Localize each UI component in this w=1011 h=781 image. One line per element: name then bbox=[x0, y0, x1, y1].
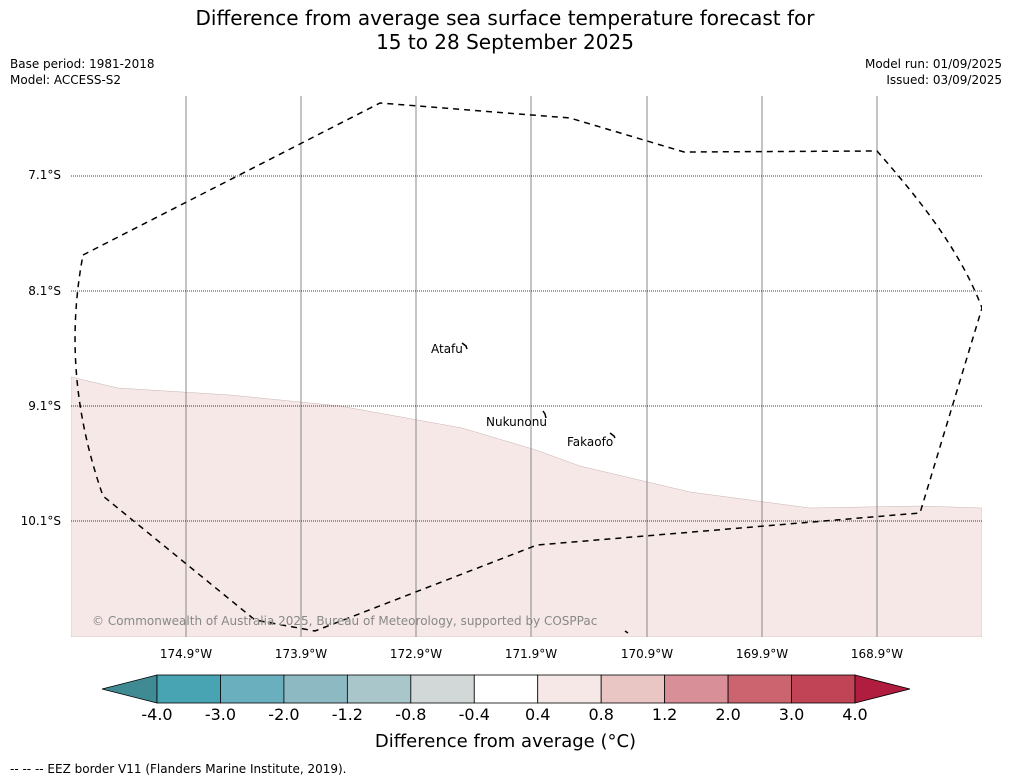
island-swains bbox=[624, 630, 629, 634]
colorbar-segment bbox=[791, 674, 856, 704]
colorbar-segment bbox=[537, 674, 602, 704]
colorbar-tick-label: 2.0 bbox=[715, 705, 741, 724]
place-label-nukunonu: Nukunonu bbox=[486, 415, 547, 429]
colorbar-tick-label: 0.8 bbox=[588, 705, 614, 724]
base-period: Base period: 1981-2018 bbox=[10, 57, 155, 71]
colorbar-segment bbox=[473, 674, 539, 704]
place-label-fakaofo: Fakaofo bbox=[567, 435, 614, 449]
lat-label-10-1: 10.1°S bbox=[20, 514, 61, 528]
colorbar-tick-label: 4.0 bbox=[842, 705, 868, 724]
colorbar-segment bbox=[220, 674, 285, 704]
colorbar bbox=[101, 674, 911, 704]
colorbar-tick-label: -2.0 bbox=[268, 705, 300, 724]
colorbar-tick-label: -4.0 bbox=[141, 705, 173, 724]
meta-right: Model run: 01/09/2025 Issued: 03/09/2025 bbox=[865, 56, 1002, 88]
lon-label-172-9: 172.9°W bbox=[389, 647, 443, 661]
colorbar-tick-label: -0.4 bbox=[458, 705, 490, 724]
colorbar-extend-low bbox=[101, 674, 158, 704]
anomaly-region-south bbox=[71, 376, 982, 637]
colorbar-title: Difference from average (°C) bbox=[374, 731, 637, 752]
title-line-1: Difference from average sea surface temp… bbox=[195, 6, 815, 30]
lat-label-9-1: 9.1°S bbox=[28, 399, 61, 413]
lon-label-169-9: 169.9°W bbox=[735, 647, 789, 661]
colorbar-tick-label: -0.8 bbox=[395, 705, 427, 724]
map-title: Difference from average sea surface temp… bbox=[0, 6, 1011, 54]
colorbar-segment bbox=[600, 674, 666, 704]
issued-date: Issued: 03/09/2025 bbox=[886, 73, 1002, 87]
island-nukunonu bbox=[542, 410, 547, 419]
colorbar-segment bbox=[283, 674, 348, 704]
colorbar-segment bbox=[346, 674, 412, 704]
island-fakaofo bbox=[609, 432, 616, 439]
colorbar-tick-label: -1.2 bbox=[331, 705, 363, 724]
colorbar-segment bbox=[727, 674, 792, 704]
model-run: Model run: 01/09/2025 bbox=[864, 57, 1002, 71]
place-label-atafu: Atafu bbox=[431, 342, 463, 356]
colorbar-extend-high bbox=[854, 674, 911, 704]
lon-label-171-9: 171.9°W bbox=[504, 647, 558, 661]
lon-label-174-9: 174.9°W bbox=[159, 647, 213, 661]
colorbar-tick-label: 1.2 bbox=[651, 705, 678, 724]
colorbar-tick-label: 3.0 bbox=[778, 705, 805, 724]
title-line-2: 15 to 28 September 2025 bbox=[376, 30, 634, 54]
eez-legend-note: -- -- -- EEZ border V11 (Flanders Marine… bbox=[10, 762, 347, 776]
colorbar-segment bbox=[156, 674, 221, 704]
eez-border bbox=[74, 102, 982, 632]
island-atafu bbox=[461, 342, 468, 350]
lat-label-8-1: 8.1°S bbox=[28, 284, 61, 298]
model-name: Model: ACCESS-S2 bbox=[10, 73, 122, 87]
lon-label-168-9: 168.9°W bbox=[850, 647, 904, 661]
colorbar-segment bbox=[410, 674, 475, 704]
lon-label-173-9: 173.9°W bbox=[274, 647, 328, 661]
colorbar-tick-label: -3.0 bbox=[204, 705, 237, 724]
colorbar-segment bbox=[664, 674, 729, 704]
copyright-notice: © Commonwealth of Australia 2025, Bureau… bbox=[92, 614, 598, 628]
lat-label-7-1: 7.1°S bbox=[28, 168, 61, 182]
meta-left: Base period: 1981-2018 Model: ACCESS-S2 bbox=[10, 56, 155, 88]
lon-label-170-9: 170.9°W bbox=[620, 647, 674, 661]
colorbar-tick-label: 0.4 bbox=[524, 705, 551, 724]
